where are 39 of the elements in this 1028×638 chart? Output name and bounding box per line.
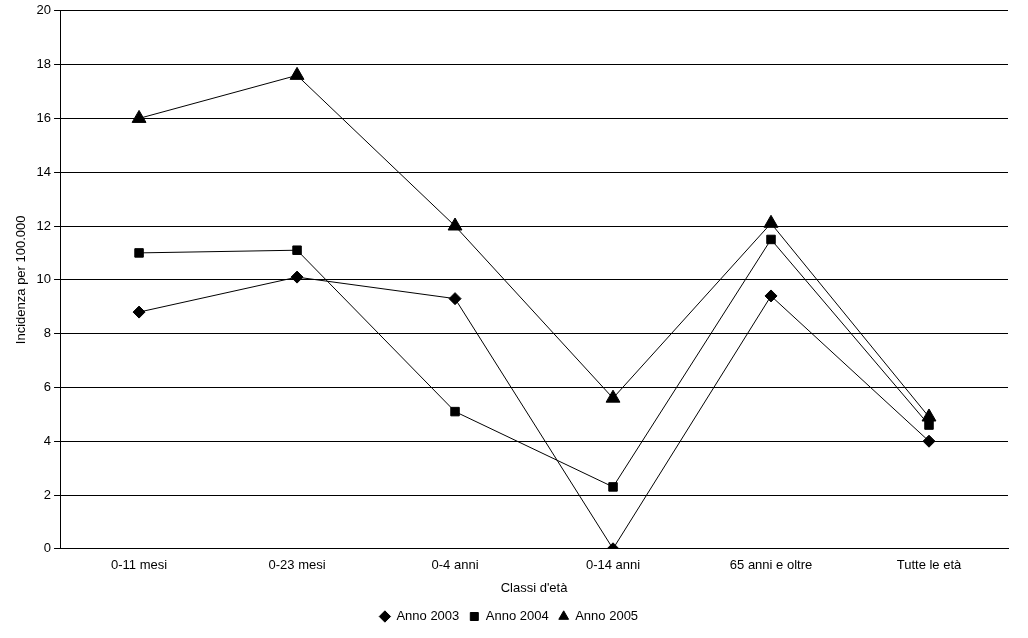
- point: [921, 408, 937, 422]
- x-tick-label: Tutte le età: [896, 557, 963, 573]
- point: [292, 245, 302, 255]
- y-tick-label: 0: [43, 540, 52, 556]
- point: [447, 217, 463, 231]
- y-tick-label: 14: [36, 163, 52, 179]
- point: [766, 234, 776, 245]
- point: [132, 305, 146, 319]
- point: [605, 389, 621, 403]
- x-tick-label: 0-4 anni: [431, 557, 479, 573]
- x-tick-label: 0-11 mesi: [110, 557, 168, 573]
- point: [924, 420, 934, 430]
- x-axis-title: Classi d'età: [500, 579, 569, 595]
- y-tick-label: 18: [36, 56, 52, 72]
- point: [763, 214, 779, 228]
- point: [289, 66, 305, 80]
- y-tick-label: 12: [36, 217, 52, 233]
- x-tick-label: 0-23 mesi: [268, 557, 326, 573]
- point: [450, 406, 460, 417]
- point: [290, 270, 304, 284]
- y-axis-title: Incidenza per 100.000: [13, 215, 29, 345]
- legend-label: Anno 2003: [396, 608, 460, 624]
- y-tick-label: 8: [43, 325, 52, 341]
- y-tick-label: 16: [36, 109, 52, 125]
- point: [134, 248, 144, 258]
- x-tick-label: 0-14 anni: [585, 557, 641, 573]
- y-tick-label: 20: [36, 2, 52, 18]
- y-tick-label: 10: [36, 271, 52, 287]
- point: [764, 289, 778, 303]
- legend-label: Anno 2005: [575, 608, 639, 624]
- legend-label: Anno 2004: [485, 608, 549, 624]
- point: [131, 109, 147, 123]
- point: [922, 434, 936, 448]
- y-tick-label: 4: [43, 432, 52, 448]
- y-tick-label: 2: [43, 486, 52, 502]
- point: [448, 292, 462, 306]
- y-tick-label: 6: [43, 378, 52, 394]
- x-tick-label: 65 anni e oltre: [729, 557, 813, 573]
- point: [608, 482, 618, 492]
